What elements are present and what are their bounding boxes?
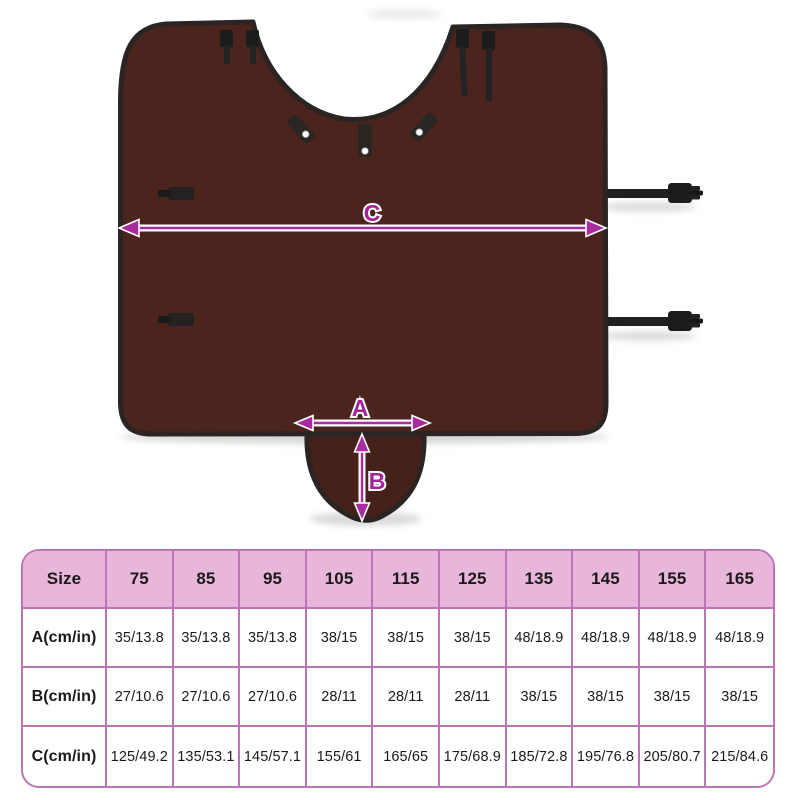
cell-b: 38/15 <box>573 668 640 727</box>
size-table-header-155: 155 <box>639 551 707 609</box>
size-table-header-95: 95 <box>240 551 307 609</box>
cell-c: 185/72.8 <box>506 727 574 786</box>
cell-b: 28/11 <box>306 668 374 727</box>
cell-b: 38/15 <box>639 668 707 727</box>
size-table-header-size: Size <box>23 551 107 609</box>
cell-c: 205/80.7 <box>639 727 707 786</box>
clip-buckle-lower <box>158 313 194 326</box>
cell-c: 215/84.6 <box>706 727 773 786</box>
shoulder-straps-left <box>220 30 259 64</box>
tail-flap <box>304 431 427 523</box>
cell-c: 135/53.1 <box>173 727 241 786</box>
cell-a: 38/15 <box>373 609 440 668</box>
eyelet-tab-left <box>287 114 315 144</box>
cell-c: 145/57.1 <box>240 727 307 786</box>
row-label-c: C(cm/in) <box>23 727 107 786</box>
cell-c: 165/65 <box>373 727 440 786</box>
clip-buckle-upper <box>158 187 194 200</box>
cell-b: 28/11 <box>439 668 507 727</box>
cell-a: 48/18.9 <box>706 609 773 668</box>
cell-a: 35/13.8 <box>240 609 307 668</box>
cell-b: 28/11 <box>373 668 440 727</box>
dimension-label-c: C <box>364 200 381 226</box>
cell-c: 155/61 <box>306 727 374 786</box>
cell-a: 38/15 <box>439 609 507 668</box>
eyelet-tab-right <box>410 112 438 142</box>
size-table-header-85: 85 <box>173 551 241 609</box>
cell-a: 38/15 <box>306 609 374 668</box>
row-label-b: B(cm/in) <box>23 668 107 727</box>
cell-a: 48/18.9 <box>573 609 640 668</box>
cell-b: 27/10.6 <box>107 668 174 727</box>
eyelet-tab-center <box>358 124 372 157</box>
cell-b: 38/15 <box>706 668 773 727</box>
size-table: Size 75 85 95 105 115 125 135 145 155 16… <box>21 549 775 788</box>
size-table-header-165: 165 <box>706 551 773 609</box>
size-table-header-145: 145 <box>573 551 640 609</box>
blanket-diagram: C A B <box>116 10 703 526</box>
dimension-arrow-c: C <box>116 198 609 238</box>
size-table-header-115: 115 <box>373 551 440 609</box>
cell-c: 125/49.2 <box>107 727 174 786</box>
dimension-arrow-a: A <box>292 393 433 432</box>
cell-a: 48/18.9 <box>639 609 707 668</box>
dimension-arrow-b: B <box>353 431 387 524</box>
cell-c: 195/76.8 <box>573 727 640 786</box>
size-table-header-75: 75 <box>107 551 174 609</box>
cell-a: 35/13.8 <box>173 609 241 668</box>
size-table-header-105: 105 <box>306 551 374 609</box>
dimension-label-b: B <box>369 468 386 494</box>
size-table-header-135: 135 <box>506 551 574 609</box>
cell-b: 27/10.6 <box>173 668 241 727</box>
cell-c: 175/68.9 <box>439 727 507 786</box>
row-label-a: A(cm/in) <box>23 609 107 668</box>
size-table-header-125: 125 <box>439 551 507 609</box>
cell-b: 38/15 <box>506 668 574 727</box>
dimension-label-a: A <box>352 395 369 421</box>
cell-a: 48/18.9 <box>506 609 574 668</box>
cell-b: 27/10.6 <box>240 668 307 727</box>
cell-a: 35/13.8 <box>107 609 174 668</box>
shoulder-straps-right <box>456 29 495 101</box>
